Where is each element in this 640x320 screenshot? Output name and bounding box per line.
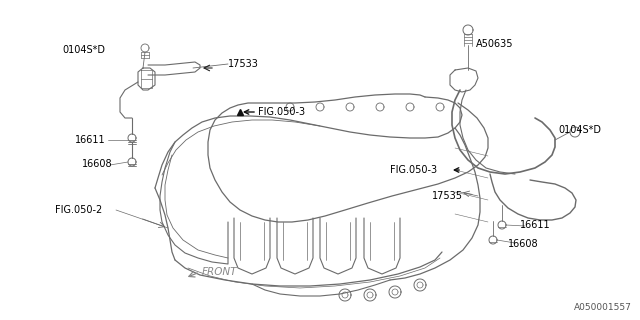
Text: A50635: A50635 [476,39,513,49]
Text: 16608: 16608 [82,159,113,169]
Text: 0104S*D: 0104S*D [62,45,105,55]
Text: FIG.050-2: FIG.050-2 [55,205,102,215]
Text: A050001557: A050001557 [574,303,632,312]
Text: FIG.050-3: FIG.050-3 [258,107,305,117]
Text: 16611: 16611 [520,220,550,230]
Text: 16611: 16611 [75,135,106,145]
Text: 17535: 17535 [432,191,463,201]
Text: FIG.050-3: FIG.050-3 [390,165,437,175]
Text: FRONT: FRONT [202,267,237,277]
Text: 0104S*D: 0104S*D [558,125,601,135]
Text: 16608: 16608 [508,239,539,249]
Text: 17533: 17533 [228,59,259,69]
